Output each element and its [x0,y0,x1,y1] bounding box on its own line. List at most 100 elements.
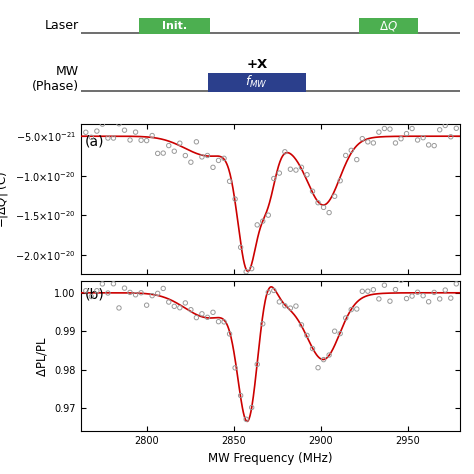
Point [430,142,438,149]
Point [93,128,100,135]
Point [209,164,217,171]
Point [331,328,338,335]
Point [425,141,432,149]
Point [192,138,200,146]
Point [337,330,344,337]
Point [143,137,150,145]
Point [309,187,316,195]
Point [441,286,449,294]
Point [154,290,162,297]
Point [82,128,90,136]
Point [430,289,438,296]
Point [143,301,150,309]
Point [347,146,355,154]
Point [403,295,410,302]
Bar [359,18,418,34]
Point [292,166,300,174]
Bar [208,73,306,91]
Point [381,282,388,289]
Point [248,404,255,411]
Point [99,280,106,288]
Point [226,330,233,338]
Point [270,175,278,182]
Point [414,136,421,144]
Point [204,313,211,321]
Point [99,120,106,128]
Point [159,149,167,157]
Point [148,132,156,139]
Point [337,177,344,184]
Point [275,298,283,306]
Point [425,298,432,306]
Point [88,134,95,141]
Point [397,135,405,143]
Point [187,306,195,313]
Point [281,302,289,310]
Point [436,295,444,303]
Point [408,292,416,300]
Point [287,304,294,312]
Point [320,204,328,211]
Point [453,280,460,288]
Point [347,306,355,313]
Text: MW
(Phase): MW (Phase) [32,65,79,93]
Point [381,125,388,132]
Point [215,156,222,164]
Text: $\Delta Q$: $\Delta Q$ [379,19,398,33]
X-axis label: MW Frequency (MHz): MW Frequency (MHz) [208,452,332,465]
Point [82,287,90,294]
Point [403,130,410,137]
Point [320,356,328,364]
Point [204,152,211,159]
Point [165,298,173,306]
Point [303,332,311,339]
Point [171,302,178,310]
Y-axis label: $-|\Delta Q|$ (C): $-|\Delta Q|$ (C) [0,171,10,228]
Text: (a): (a) [85,135,105,149]
Point [441,122,449,129]
Point [220,155,228,162]
Point [137,289,145,297]
Point [370,139,377,147]
Point [176,304,183,311]
Point [358,135,366,143]
Point [126,289,134,296]
Text: (b): (b) [85,287,105,301]
Bar [139,18,210,34]
Point [392,286,399,293]
Point [325,209,333,216]
Point [386,125,394,133]
Point [408,125,416,132]
Point [386,297,394,305]
Point [231,364,239,372]
Point [264,211,272,219]
Point [314,199,322,207]
Point [414,289,421,296]
Point [109,134,117,142]
Point [254,221,261,228]
Point [364,138,372,146]
Point [447,294,455,302]
Point [132,291,139,299]
Point [254,361,261,368]
Point [353,156,361,164]
Point [171,147,178,155]
Point [88,293,95,301]
Point [93,287,100,294]
Point [331,192,338,200]
Point [275,169,283,177]
Point [121,127,128,134]
Point [309,345,316,352]
Point [121,284,128,292]
Point [182,152,189,159]
Point [242,268,250,275]
Point [187,158,195,166]
Point [287,165,294,173]
Point [248,265,255,273]
Point [259,218,266,225]
Point [270,287,278,294]
Point [104,289,112,297]
Point [209,309,217,316]
Point [375,295,383,303]
Text: Init.: Init. [162,21,187,31]
